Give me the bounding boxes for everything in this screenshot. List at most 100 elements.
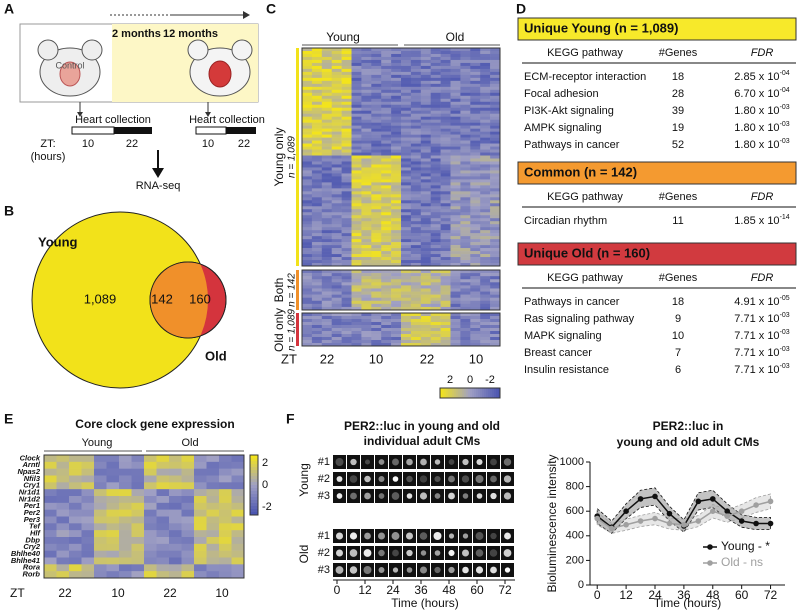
heatmap-cell xyxy=(410,143,422,147)
heatmap-cell xyxy=(206,489,220,497)
pathway-cell: Pathways in cancer xyxy=(524,139,620,151)
colorbar-cell xyxy=(250,464,258,468)
heatmap-cell xyxy=(410,71,422,76)
colorbar-cell xyxy=(470,388,473,398)
heatmap-cell xyxy=(311,288,323,292)
heatmap-cell xyxy=(490,83,501,88)
fdr-cell: 7.71 x 10-03 xyxy=(734,312,789,325)
panel-label: E xyxy=(4,411,13,427)
heatmap-cell xyxy=(460,98,471,103)
heatmap-cell xyxy=(490,158,501,162)
heatmap-cell xyxy=(480,325,491,329)
heatmap-cell xyxy=(460,215,471,219)
heatmap-cell xyxy=(480,107,491,112)
block-bar xyxy=(296,313,299,346)
heatmap-cell xyxy=(331,273,342,277)
heatmap-cell xyxy=(331,140,342,144)
heatmap-cell xyxy=(490,257,501,261)
heatmap-cell xyxy=(69,516,82,524)
genes-cell: 11 xyxy=(672,215,683,227)
heatmap-cell xyxy=(331,152,342,156)
heatmap-cell xyxy=(194,475,207,483)
heatmap-cell xyxy=(440,98,451,103)
heatmap-cell xyxy=(381,68,392,73)
heatmap-cell xyxy=(470,80,481,85)
heatmap-cell xyxy=(460,116,471,120)
heatmap-cell xyxy=(371,212,382,216)
heatmap-cell xyxy=(311,98,323,103)
heatmap-cell xyxy=(321,62,332,67)
heatmap-cell xyxy=(490,128,501,132)
heatmap-cell xyxy=(331,227,342,231)
heatmap-cell xyxy=(490,297,501,302)
heatmap-cell xyxy=(401,50,412,55)
colorbar-tick: -2 xyxy=(485,374,495,386)
heatmap-cell xyxy=(420,77,431,82)
heatmap-cell xyxy=(430,322,441,326)
heatmap-cell xyxy=(410,50,422,55)
heatmap-cell xyxy=(490,149,501,153)
colorbar-cell xyxy=(448,388,451,398)
heatmap-cell xyxy=(480,128,491,132)
heatmap-cell xyxy=(351,251,362,255)
heatmap-cell xyxy=(490,221,501,225)
heatmap-cell xyxy=(490,98,501,103)
row-group-n: n = 142 xyxy=(287,273,298,307)
heatmap-cell xyxy=(470,270,481,274)
heatmap-cell xyxy=(490,173,501,177)
heatmap-cell xyxy=(480,104,491,109)
heatmap-cell xyxy=(341,56,352,61)
heatmap-cell xyxy=(470,322,481,326)
cell-spot xyxy=(476,458,483,466)
heatmap-cell xyxy=(430,263,441,267)
heatmap-cell xyxy=(410,182,422,186)
heatmap-cell xyxy=(331,98,342,103)
heatmap-cell xyxy=(410,155,422,159)
cell-spot xyxy=(462,458,469,466)
heatmap-cell xyxy=(381,328,392,332)
heatmap-cell xyxy=(321,98,332,103)
heatmap-cell xyxy=(480,254,491,258)
panel-title: individual adult CMs xyxy=(364,434,481,448)
heatmap-cell xyxy=(410,110,422,114)
heatmap-cell xyxy=(401,170,412,174)
heatmap-cell xyxy=(311,334,323,338)
heatmap-cell xyxy=(321,68,332,73)
heatmap-cell xyxy=(410,319,422,323)
heatmap-cell xyxy=(430,334,441,338)
heatmap-cell xyxy=(401,104,412,109)
heatmap-cell xyxy=(331,170,342,174)
heatmap-cell xyxy=(381,254,392,258)
heatmap-cell xyxy=(401,322,412,326)
heatmap-cell xyxy=(181,564,195,572)
treatment-label: Control xyxy=(55,60,84,70)
heatmap-cell xyxy=(321,50,332,55)
heatmap-cell xyxy=(131,523,145,531)
heatmap-cell xyxy=(181,461,195,469)
heatmap-cell xyxy=(381,149,392,153)
heatmap-cell xyxy=(302,236,313,240)
heatmap-cell xyxy=(311,194,323,198)
heatmap-cell xyxy=(361,239,372,243)
heatmap-cell xyxy=(430,155,441,159)
heatmap-cell xyxy=(302,128,313,132)
heatmap-cell xyxy=(131,571,145,579)
heatmap-cell xyxy=(401,101,412,106)
heatmap-cell xyxy=(351,239,362,243)
data-point xyxy=(652,515,658,522)
heatmap-cell xyxy=(460,89,471,94)
heatmap-cell xyxy=(331,224,342,228)
heatmap-cell xyxy=(381,134,392,138)
heatmap-cell xyxy=(371,104,382,109)
heatmap-cell xyxy=(331,137,342,141)
cell-spot xyxy=(335,458,344,466)
data-point xyxy=(767,498,774,505)
heatmap-cell xyxy=(470,215,481,219)
heatmap-cell xyxy=(321,113,332,117)
heatmap-cell xyxy=(56,537,70,545)
heatmap-cell xyxy=(480,300,491,305)
cell-spot xyxy=(434,475,441,483)
colorbar-cell xyxy=(454,388,457,398)
heatmap-cell xyxy=(94,571,107,579)
heatmap-cell xyxy=(194,537,207,545)
